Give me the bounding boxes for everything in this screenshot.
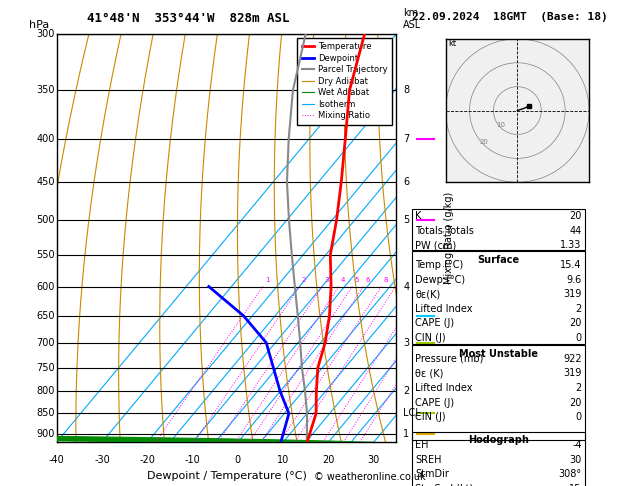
Text: 850: 850 bbox=[36, 408, 55, 418]
Text: 2: 2 bbox=[403, 386, 409, 397]
Text: 500: 500 bbox=[36, 215, 55, 225]
Text: LCL: LCL bbox=[403, 408, 421, 418]
Text: K: K bbox=[415, 211, 421, 221]
Text: 3: 3 bbox=[324, 278, 329, 283]
Text: Temp (°C): Temp (°C) bbox=[415, 260, 464, 270]
Text: 6: 6 bbox=[365, 278, 370, 283]
Text: © weatheronline.co.uk: © weatheronline.co.uk bbox=[314, 472, 426, 482]
Text: 30: 30 bbox=[367, 454, 380, 465]
Text: 1: 1 bbox=[403, 429, 409, 439]
Text: CAPE (J): CAPE (J) bbox=[415, 318, 454, 329]
Text: 900: 900 bbox=[36, 429, 55, 439]
Text: 15.4: 15.4 bbox=[560, 260, 582, 270]
Text: CIN (J): CIN (J) bbox=[415, 412, 446, 422]
Text: Most Unstable: Most Unstable bbox=[459, 349, 538, 359]
Text: 1.33: 1.33 bbox=[560, 240, 582, 250]
Text: 22.09.2024  18GMT  (Base: 18): 22.09.2024 18GMT (Base: 18) bbox=[412, 12, 608, 22]
Text: 5: 5 bbox=[403, 215, 409, 225]
Text: 0: 0 bbox=[576, 333, 582, 343]
Text: 750: 750 bbox=[36, 363, 55, 373]
Text: 20: 20 bbox=[569, 211, 582, 221]
Text: Dewp (°C): Dewp (°C) bbox=[415, 275, 465, 285]
Text: 2: 2 bbox=[576, 383, 582, 393]
Text: 550: 550 bbox=[36, 250, 55, 260]
Text: 5: 5 bbox=[354, 278, 359, 283]
Text: hPa: hPa bbox=[30, 20, 50, 30]
Text: 7: 7 bbox=[403, 134, 409, 144]
Text: CAPE (J): CAPE (J) bbox=[415, 398, 454, 408]
Text: Mixing Ratio (g/kg): Mixing Ratio (g/kg) bbox=[444, 192, 454, 284]
Text: Hodograph: Hodograph bbox=[468, 435, 529, 446]
Text: 450: 450 bbox=[36, 177, 55, 187]
Text: 10: 10 bbox=[496, 122, 505, 128]
Text: 41°48'N  353°44'W  828m ASL: 41°48'N 353°44'W 828m ASL bbox=[87, 12, 290, 25]
Text: 20: 20 bbox=[569, 318, 582, 329]
Text: 319: 319 bbox=[564, 289, 582, 299]
Text: kt: kt bbox=[448, 39, 456, 48]
Text: -10: -10 bbox=[184, 454, 201, 465]
Text: 2: 2 bbox=[301, 278, 306, 283]
Text: θε (K): θε (K) bbox=[415, 368, 443, 379]
Text: 922: 922 bbox=[563, 354, 582, 364]
Text: 700: 700 bbox=[36, 338, 55, 347]
Text: 300: 300 bbox=[36, 29, 55, 39]
Text: 3: 3 bbox=[403, 338, 409, 347]
Text: Lifted Index: Lifted Index bbox=[415, 304, 472, 314]
Text: 800: 800 bbox=[36, 386, 55, 397]
Text: 8: 8 bbox=[383, 278, 387, 283]
Text: 30: 30 bbox=[570, 455, 582, 465]
Text: 10: 10 bbox=[277, 454, 289, 465]
Text: 4: 4 bbox=[341, 278, 345, 283]
Text: StmSpd (kt): StmSpd (kt) bbox=[415, 484, 474, 486]
Text: 20: 20 bbox=[322, 454, 335, 465]
Text: 20: 20 bbox=[479, 139, 488, 145]
Text: 350: 350 bbox=[36, 85, 55, 95]
Text: 20: 20 bbox=[569, 398, 582, 408]
Text: 319: 319 bbox=[564, 368, 582, 379]
Text: StmDir: StmDir bbox=[415, 469, 449, 480]
Text: 0: 0 bbox=[576, 412, 582, 422]
Text: 308°: 308° bbox=[559, 469, 582, 480]
Text: PW (cm): PW (cm) bbox=[415, 240, 457, 250]
Text: 6: 6 bbox=[403, 177, 409, 187]
Text: θε(K): θε(K) bbox=[415, 289, 440, 299]
Text: -40: -40 bbox=[48, 454, 65, 465]
Text: 44: 44 bbox=[570, 226, 582, 236]
Text: Pressure (mb): Pressure (mb) bbox=[415, 354, 484, 364]
Text: 0: 0 bbox=[235, 454, 241, 465]
Legend: Temperature, Dewpoint, Parcel Trajectory, Dry Adiabat, Wet Adiabat, Isotherm, Mi: Temperature, Dewpoint, Parcel Trajectory… bbox=[298, 38, 392, 124]
Text: 9.6: 9.6 bbox=[567, 275, 582, 285]
Text: 8: 8 bbox=[403, 85, 409, 95]
Text: 15: 15 bbox=[569, 484, 582, 486]
Text: CIN (J): CIN (J) bbox=[415, 333, 446, 343]
Text: 1: 1 bbox=[265, 278, 269, 283]
Text: -20: -20 bbox=[139, 454, 155, 465]
Text: 650: 650 bbox=[36, 311, 55, 321]
Text: Totals Totals: Totals Totals bbox=[415, 226, 474, 236]
Text: Lifted Index: Lifted Index bbox=[415, 383, 472, 393]
Text: EH: EH bbox=[415, 440, 428, 451]
Text: SREH: SREH bbox=[415, 455, 442, 465]
Text: 4: 4 bbox=[403, 281, 409, 292]
Text: -4: -4 bbox=[572, 440, 582, 451]
Text: Dewpoint / Temperature (°C): Dewpoint / Temperature (°C) bbox=[147, 471, 306, 481]
Text: 600: 600 bbox=[36, 281, 55, 292]
Text: 2: 2 bbox=[576, 304, 582, 314]
Text: -30: -30 bbox=[94, 454, 110, 465]
Text: km
ASL: km ASL bbox=[403, 8, 421, 30]
Text: Surface: Surface bbox=[477, 255, 520, 265]
Text: 400: 400 bbox=[36, 134, 55, 144]
